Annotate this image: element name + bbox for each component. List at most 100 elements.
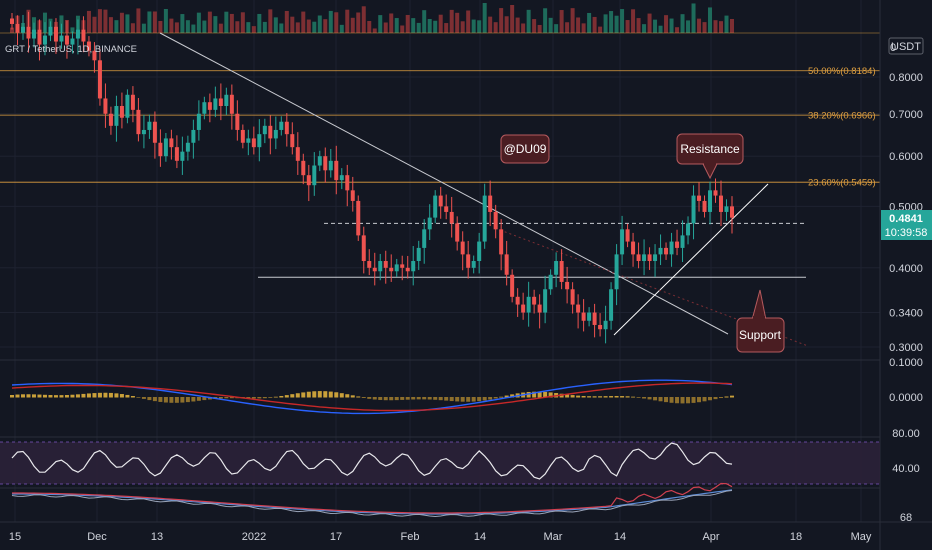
candle-body <box>554 261 559 275</box>
volume-bar <box>664 15 669 34</box>
candle-body <box>317 156 322 166</box>
macd-histogram-bar <box>625 396 630 398</box>
macd-histogram-bar <box>251 397 256 399</box>
volume-bar <box>488 16 493 33</box>
currency-label[interactable]: USDT <box>888 37 924 55</box>
time-axis[interactable]: 15 Dec 13 2022 17 Feb 14 Mar 14 Apr 18 May <box>9 531 872 543</box>
rsi-line <box>11 442 733 480</box>
candle-body <box>570 289 575 305</box>
candle-body <box>499 229 504 255</box>
volume-bar <box>482 3 487 33</box>
candle-body <box>125 94 130 118</box>
macd-histogram-bar <box>708 397 713 401</box>
candle-body <box>262 125 267 135</box>
candle-body <box>455 223 460 242</box>
macd-histogram-bar <box>229 397 234 399</box>
candle-body <box>669 241 674 255</box>
price-axis[interactable]: 0.80000.70000.60000.50000.40000.34000.30… <box>889 42 923 354</box>
macd-histogram-bar <box>48 395 53 398</box>
volume-bar <box>136 8 141 33</box>
macd-histogram-bar <box>444 397 449 401</box>
volume-bar <box>647 13 652 34</box>
candle-body <box>444 206 449 212</box>
volume-bar <box>394 18 399 33</box>
macd-histogram-bar <box>64 395 69 398</box>
macd-histogram-bar <box>565 394 570 398</box>
macd-histogram-bar <box>163 397 168 403</box>
candle-body <box>603 320 608 330</box>
macd-histogram-bar <box>301 392 306 398</box>
macd-histogram-bar <box>548 392 553 398</box>
candle-body <box>449 211 454 224</box>
candle-body <box>532 296 537 305</box>
volume-bar <box>697 18 702 33</box>
volume-bar <box>543 8 548 33</box>
candle-body <box>664 247 669 255</box>
volume-bar <box>114 20 119 33</box>
candle-body <box>246 138 251 143</box>
macd-histogram-bar <box>482 397 487 401</box>
macd-histogram-bar <box>70 394 75 398</box>
candle-body <box>213 98 218 110</box>
candle-body <box>306 175 311 186</box>
time-tick-label: Feb <box>401 531 420 543</box>
candle-body <box>526 296 531 313</box>
time-tick-label: 18 <box>790 531 802 543</box>
candle-body <box>75 29 80 39</box>
macd-histogram-bar <box>537 391 542 398</box>
support-callout[interactable]: Support <box>736 289 785 353</box>
volume-bar <box>119 12 124 34</box>
macd-histogram-bar <box>191 397 196 402</box>
candle-body <box>240 129 245 143</box>
candle-body <box>565 281 570 290</box>
volume-bar <box>10 27 14 33</box>
resistance-callout[interactable]: Resistance <box>676 133 744 180</box>
candle-body <box>559 261 564 282</box>
volume-bar <box>389 13 394 33</box>
volume-bar <box>680 14 685 33</box>
macd-histogram-bar <box>664 397 669 403</box>
candle-body <box>686 223 691 236</box>
macd-histogram-bar <box>262 397 267 399</box>
volume-bar <box>675 27 680 33</box>
candle-body <box>147 121 152 130</box>
price-tick-label: 0.6000 <box>889 151 923 163</box>
volume-bar <box>70 27 75 33</box>
macd-histogram-bar <box>389 397 394 401</box>
candle-body <box>675 241 680 248</box>
author-callout[interactable]: @DU09 <box>500 134 550 164</box>
volume-bar <box>565 22 570 33</box>
candle-body <box>697 195 702 201</box>
macd-histogram-bar <box>543 391 548 398</box>
volume-bar <box>609 11 614 33</box>
candle-body <box>158 142 163 157</box>
candle-body <box>119 106 124 118</box>
volume-bar <box>180 14 185 33</box>
macd-histogram-bar <box>730 395 734 398</box>
macd-histogram-bar <box>680 397 685 404</box>
volume-bar <box>334 12 339 33</box>
macd-histogram-bar <box>26 394 31 398</box>
candle-body <box>97 60 102 99</box>
candle-body <box>295 147 300 161</box>
volume-bar <box>323 19 328 33</box>
candle-body <box>466 254 471 268</box>
candle-body <box>81 29 86 42</box>
time-tick-label: 14 <box>614 531 626 543</box>
volume-bar <box>152 11 157 33</box>
volume-bar <box>702 22 707 33</box>
macd-histogram-bar <box>356 396 361 398</box>
macd-histogram-bar <box>97 392 102 398</box>
candle-body <box>251 138 256 148</box>
candle-body <box>191 129 196 143</box>
volume-bar <box>416 22 421 33</box>
fib-levels: 50.00%(0.8184) 38.20%(0.6966) 23.60%(0.545… <box>0 32 880 189</box>
volume-bar <box>537 24 542 33</box>
volume-bar <box>405 14 410 33</box>
macd-histogram-bar <box>323 391 328 398</box>
macd-histogram-bar <box>405 397 410 400</box>
volume-bar <box>466 10 471 33</box>
candle-body <box>400 264 405 268</box>
candle-body <box>422 229 427 248</box>
